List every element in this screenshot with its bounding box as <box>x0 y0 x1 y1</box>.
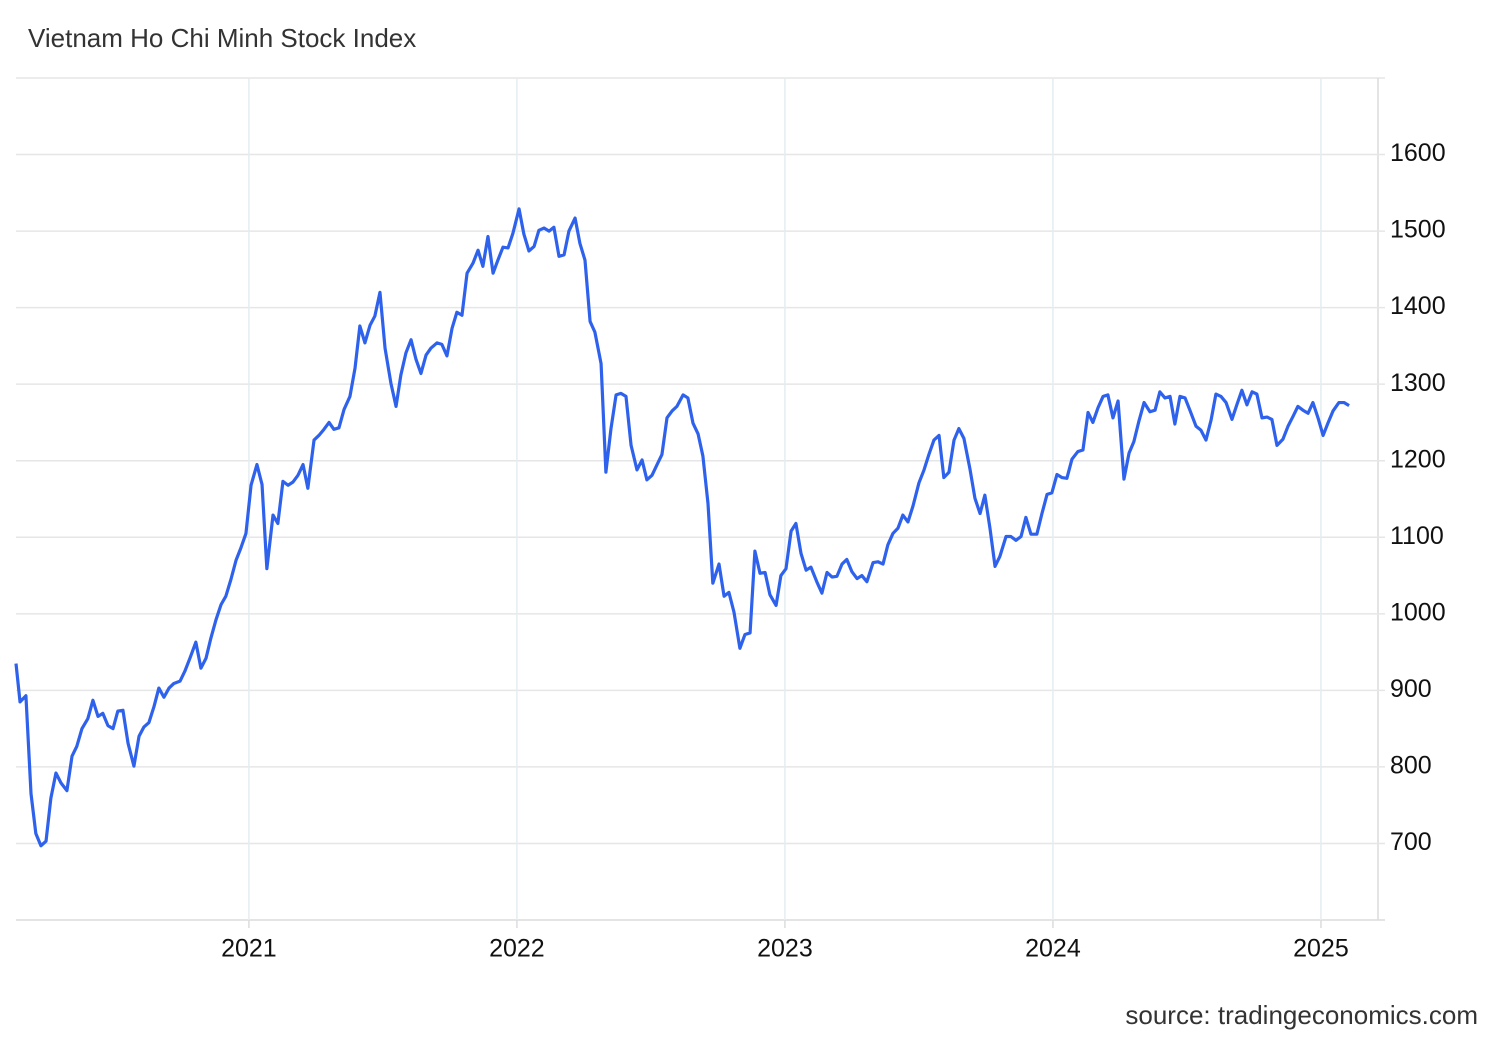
y-tick-label: 1100 <box>1390 522 1444 550</box>
x-tick-label: 2025 <box>1293 935 1349 963</box>
y-tick-label: 700 <box>1390 828 1432 856</box>
x-tick-label: 2021 <box>221 935 277 963</box>
y-tick-label: 900 <box>1390 675 1432 703</box>
source-note: source: tradingeconomics.com <box>1125 1000 1478 1030</box>
y-tick-label: 1300 <box>1390 369 1446 397</box>
y-tick-label: 1600 <box>1390 139 1446 167</box>
x-tick-label: 2022 <box>489 935 545 963</box>
y-tick-label: 1500 <box>1390 216 1446 244</box>
y-tick-label: 1000 <box>1390 598 1446 626</box>
y-tick-label: 800 <box>1390 752 1432 780</box>
chart-title: Vietnam Ho Chi Minh Stock Index <box>28 23 416 53</box>
y-tick-label: 1400 <box>1390 292 1446 320</box>
x-tick-label: 2023 <box>757 935 813 963</box>
index-line <box>14 207 1350 848</box>
y-tick-label: 1200 <box>1390 445 1446 473</box>
x-tick-label: 2024 <box>1025 935 1081 963</box>
